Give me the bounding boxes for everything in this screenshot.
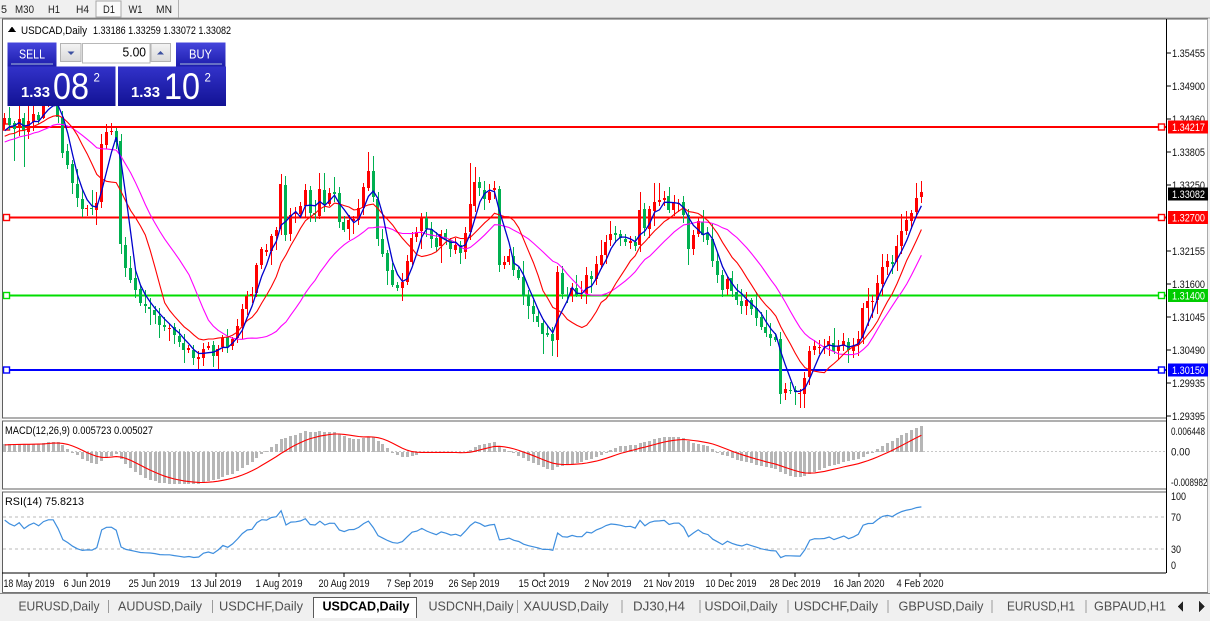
svg-text:EURUSD,H1: EURUSD,H1 [1007,600,1075,614]
svg-text:SELL: SELL [19,47,45,62]
svg-text:10 Dec 2019: 10 Dec 2019 [706,578,757,590]
svg-text:1.33: 1.33 [21,84,50,101]
svg-text:15 Oct 2019: 15 Oct 2019 [519,578,570,590]
svg-text:21 Nov 2019: 21 Nov 2019 [644,578,695,590]
svg-text:-0.008982: -0.008982 [1171,477,1208,489]
svg-text:1.33: 1.33 [131,84,160,101]
svg-text:M30: M30 [15,4,34,16]
svg-text:1.29395: 1.29395 [1172,411,1205,423]
svg-text:20 Aug 2019: 20 Aug 2019 [319,578,370,590]
svg-text:1.31600: 1.31600 [1172,279,1205,291]
svg-text:1.33082: 1.33082 [1172,189,1205,201]
svg-text:DJ30,H4: DJ30,H4 [633,600,685,614]
svg-text:USDOil,Daily: USDOil,Daily [705,600,779,614]
svg-text:5.00: 5.00 [123,46,147,60]
svg-text:10: 10 [164,66,200,107]
svg-text:GBPAUD,H1: GBPAUD,H1 [1094,600,1166,614]
svg-text:XAUUSD,Daily: XAUUSD,Daily [524,600,610,614]
svg-text:7 Sep 2019: 7 Sep 2019 [387,578,434,590]
svg-text:RSI(14) 75.8213: RSI(14) 75.8213 [5,496,84,508]
svg-text:USDCHF,Daily: USDCHF,Daily [219,600,304,614]
svg-text:1 Aug 2019: 1 Aug 2019 [256,578,303,590]
svg-text:1.31400: 1.31400 [1172,291,1205,303]
svg-text:H4: H4 [76,4,89,16]
svg-text:1.33186 1.33259 1.33072 1.3308: 1.33186 1.33259 1.33072 1.33082 [93,25,231,37]
svg-text:1.30490: 1.30490 [1172,345,1205,357]
svg-text:1.30150: 1.30150 [1172,365,1205,377]
svg-text:1.34217: 1.34217 [1172,122,1205,134]
svg-text:MN: MN [156,4,172,16]
svg-text:H1: H1 [48,4,60,16]
svg-text:2: 2 [205,73,211,85]
svg-text:5: 5 [1,4,7,16]
svg-text:2: 2 [94,73,100,85]
svg-text:1.33805: 1.33805 [1172,147,1205,159]
svg-text:D1: D1 [103,4,115,16]
svg-text:1.32700: 1.32700 [1172,213,1205,225]
svg-text:70: 70 [1171,512,1181,524]
svg-text:0.00: 0.00 [1171,447,1190,459]
svg-text:USDCNH,Daily: USDCNH,Daily [429,600,515,614]
svg-text:26 Sep 2019: 26 Sep 2019 [449,578,500,590]
svg-text:2 Nov 2019: 2 Nov 2019 [585,578,632,590]
svg-text:1.34900: 1.34900 [1172,81,1205,93]
svg-text:USDCAD,Daily: USDCAD,Daily [21,25,87,37]
svg-text:16 Jan 2020: 16 Jan 2020 [834,578,885,590]
svg-text:1.35455: 1.35455 [1172,48,1205,60]
svg-text:BUY: BUY [189,47,212,62]
svg-text:18 May 2019: 18 May 2019 [4,578,55,590]
svg-text:6 Jun 2019: 6 Jun 2019 [64,578,111,590]
svg-text:AUDUSD,Daily: AUDUSD,Daily [118,600,203,614]
svg-text:MACD(12,26,9) 0.005723 0.00502: MACD(12,26,9) 0.005723 0.005027 [5,425,153,437]
svg-text:EURUSD,Daily: EURUSD,Daily [19,600,101,614]
svg-text:4 Feb 2020: 4 Feb 2020 [897,578,944,590]
svg-text:W1: W1 [129,4,143,16]
svg-text:08: 08 [53,66,89,107]
svg-text:13 Jul 2019: 13 Jul 2019 [191,578,242,590]
svg-text:28 Dec 2019: 28 Dec 2019 [770,578,821,590]
svg-text:1.31045: 1.31045 [1172,312,1205,324]
svg-text:1.32155: 1.32155 [1172,246,1205,258]
svg-text:USDCHF,Daily: USDCHF,Daily [794,600,879,614]
svg-text:USDCAD,Daily: USDCAD,Daily [323,600,410,614]
svg-text:0.006448: 0.006448 [1171,426,1205,438]
svg-text:GBPUSD,Daily: GBPUSD,Daily [899,600,985,614]
svg-text:1.29935: 1.29935 [1172,378,1205,390]
svg-text:100: 100 [1171,491,1186,503]
svg-text:25 Jun 2019: 25 Jun 2019 [129,578,180,590]
svg-text:0: 0 [1171,560,1176,572]
svg-text:30: 30 [1171,544,1181,556]
